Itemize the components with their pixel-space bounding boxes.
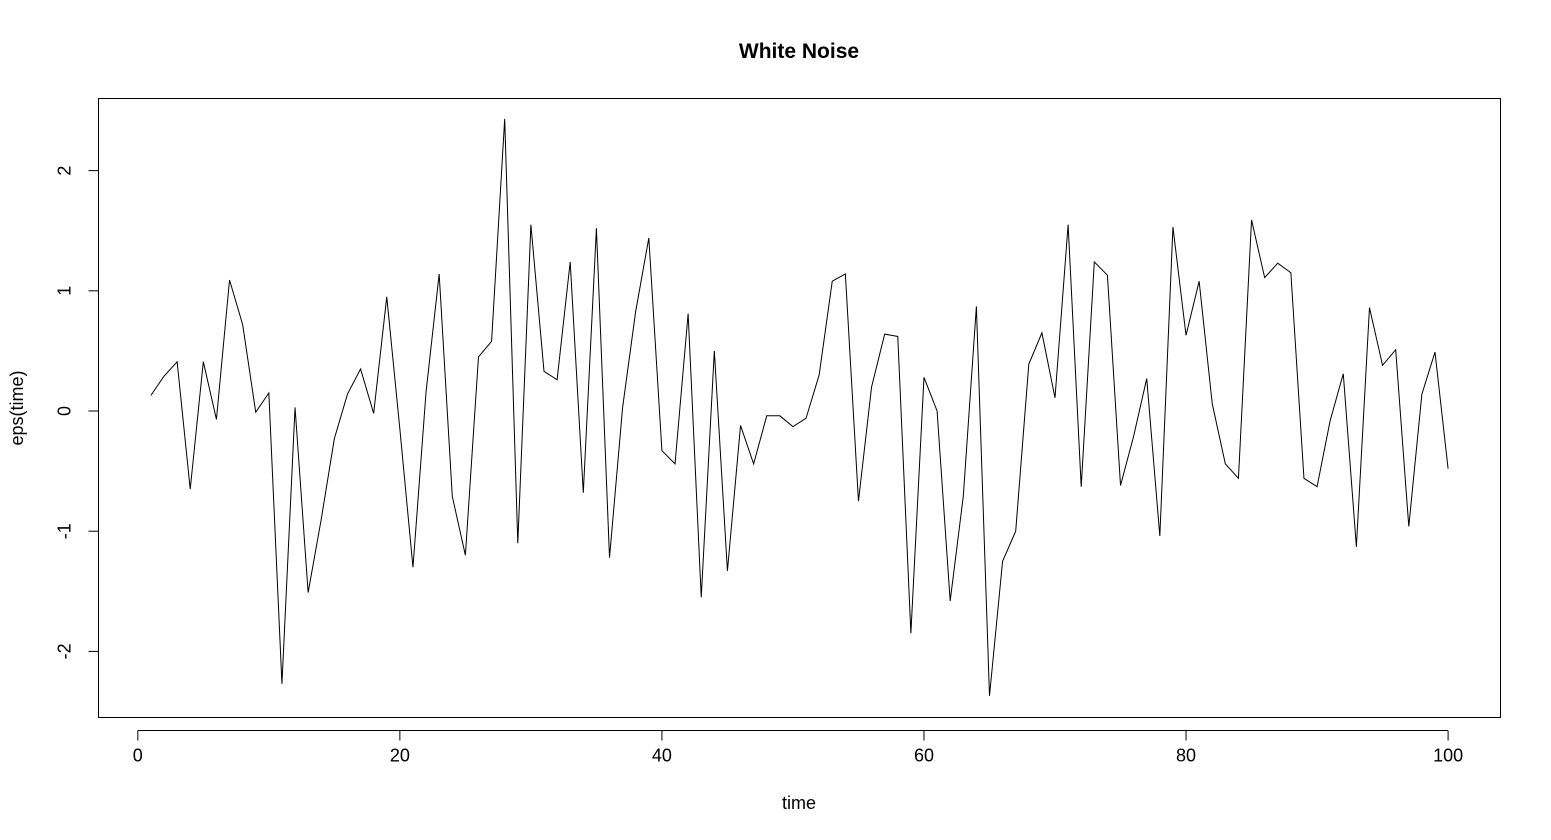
y-tick-label: 1 [55,286,75,296]
x-tick-label: 60 [914,746,934,766]
x-axis-label: time [782,793,816,813]
y-tick-label: 0 [55,406,75,416]
y-tick-label: -1 [55,523,75,539]
chart-title: White Noise [739,40,859,63]
x-tick-label: 80 [1176,746,1196,766]
series-layer [150,118,1449,696]
y-tick-label: -2 [55,643,75,659]
x-tick-label: 0 [133,746,143,766]
x-tick-label: 100 [1433,746,1463,766]
x-tick-label: 40 [652,746,672,766]
y-axis: -2 -1 0 1 2 [55,166,99,659]
x-axis: 0 20 40 60 80 100 [133,730,1463,766]
y-tick-label: 2 [55,166,75,176]
x-tick-label: 20 [390,746,410,766]
series-line [150,118,1449,696]
y-axis-label: eps(time) [7,370,27,445]
plot-frame [98,98,1501,718]
